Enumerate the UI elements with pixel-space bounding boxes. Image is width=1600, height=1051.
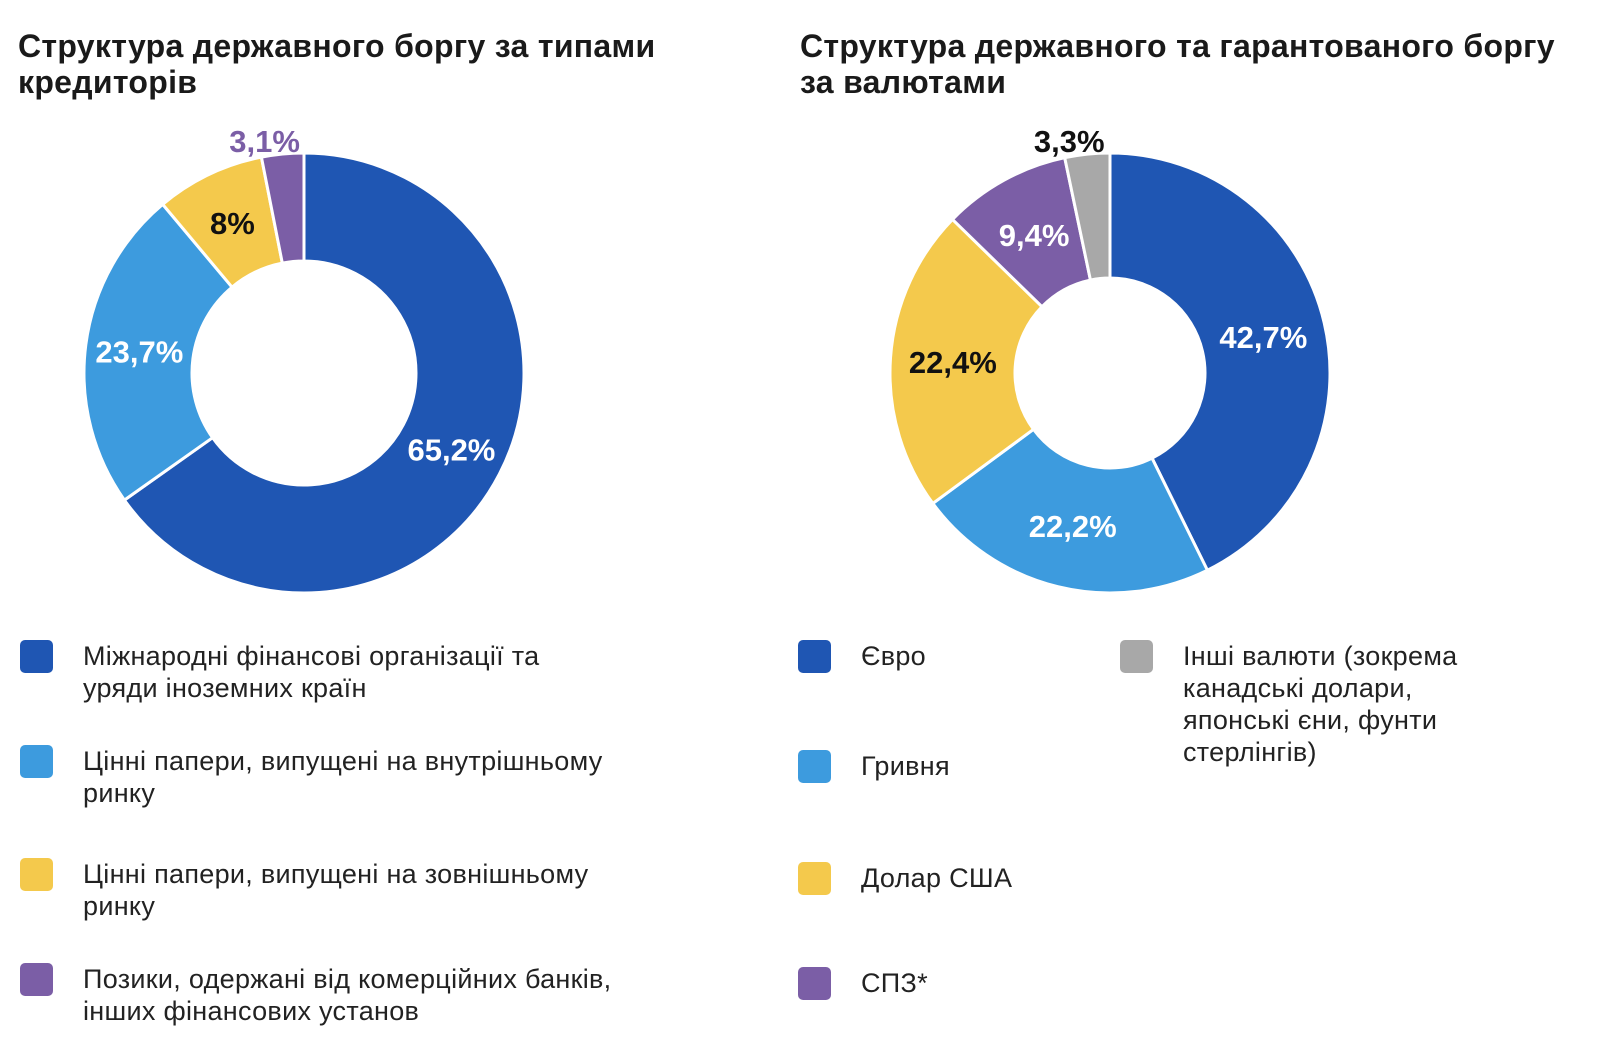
legend-item: Позики, одержані від комерційних банків,… xyxy=(20,963,613,1027)
legend-swatch xyxy=(1120,640,1153,673)
legend-label: Цінні папери, випущені на внутрішньому р… xyxy=(83,746,603,808)
donut-slice xyxy=(1062,151,1112,282)
data-label: 23,7% xyxy=(95,335,183,370)
legend-swatch xyxy=(20,963,53,996)
donut-slice xyxy=(259,151,306,265)
legend-swatch xyxy=(798,862,831,895)
legend-item: Інші валюти (зокрема канадські долари, я… xyxy=(1120,640,1473,768)
legend-item: Долар США xyxy=(798,862,1111,895)
legend-label: Інші валюти (зокрема канадські долари, я… xyxy=(1183,641,1458,767)
data-label: 8% xyxy=(210,206,255,241)
data-label: 9,4% xyxy=(999,218,1070,253)
data-label: 3,1% xyxy=(229,124,300,159)
chart-title-currencies: Структура державного та гарантованого бо… xyxy=(800,28,1555,100)
legend-item: Цінні папери, випущені на внутрішньому р… xyxy=(20,745,613,809)
legend-swatch xyxy=(20,640,53,673)
legend-swatch xyxy=(20,858,53,891)
data-label: 22,2% xyxy=(1029,509,1117,544)
legend-label: СПЗ* xyxy=(861,968,928,998)
legend-label: Позики, одержані від комерційних банків,… xyxy=(83,964,612,1026)
legend-label: Євро xyxy=(861,641,926,671)
data-label: 22,4% xyxy=(909,345,997,380)
chart-title-creditors: Структура державного боргу за типами кре… xyxy=(18,28,656,100)
donut-slice xyxy=(888,217,1045,506)
legend-item: Цінні папери, випущені на зовнішньому ри… xyxy=(20,858,613,922)
donut-chart-currencies: 42,7% 22,2% 22,4% 9,4% 3,3% xyxy=(888,124,1332,595)
legend-item: Гривня xyxy=(798,750,1111,783)
legend-label: Гривня xyxy=(861,751,950,781)
legend-swatch xyxy=(798,640,831,673)
data-label: 3,3% xyxy=(1034,124,1105,159)
data-label: 65,2% xyxy=(407,432,495,467)
donut-slice xyxy=(82,202,235,503)
donut-slice xyxy=(930,427,1210,595)
legend-item: Міжнародні фінансові організації та уряд… xyxy=(20,640,613,704)
legend-swatch xyxy=(798,967,831,1000)
legend-item: СПЗ* xyxy=(798,967,1111,1000)
donut-chart-creditors: 65,2% 23,7% 8% 3,1% xyxy=(82,124,526,595)
donut-slice xyxy=(1108,151,1332,573)
legend-swatch xyxy=(20,745,53,778)
legend-label: Цінні папери, випущені на зовнішньому ри… xyxy=(83,859,589,921)
donut-slice xyxy=(122,151,526,595)
legend-item: Євро xyxy=(798,640,1111,673)
legend-label: Міжнародні фінансові організації та уряд… xyxy=(83,641,540,703)
legend-swatch xyxy=(798,750,831,783)
legend-label: Долар США xyxy=(861,863,1013,893)
data-label: 42,7% xyxy=(1219,320,1307,355)
